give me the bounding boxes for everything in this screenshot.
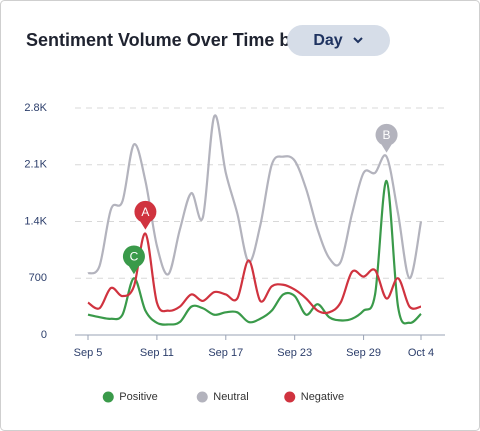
x-tick-label: Sep 11 (140, 347, 174, 359)
series-line (87, 114, 423, 280)
x-tick-label: Sep 23 (277, 347, 312, 359)
chart-title: Sentiment Volume Over Time by (26, 30, 300, 50)
marker-pin (375, 123, 398, 153)
marker-pin (134, 200, 157, 230)
chevron[interactable] (353, 37, 363, 44)
marker-label: A (141, 205, 149, 219)
series-line (87, 179, 422, 326)
y-tick-label: 1.4K (24, 215, 47, 227)
marker-pin (122, 245, 145, 275)
annotation-marker: B (375, 123, 398, 153)
legend-label: Neutral (213, 391, 248, 403)
dropdown-label[interactable]: Day (313, 32, 342, 49)
dropdown-bg[interactable] (287, 25, 390, 56)
legend-swatch (102, 391, 114, 403)
series-line (87, 232, 422, 315)
x-tick-label: Sep 29 (346, 347, 381, 359)
annotation-marker: A (134, 200, 157, 230)
dropdown[interactable]: Day (287, 25, 390, 56)
y-tick-label: 700 (29, 272, 47, 284)
annotation-marker: C (122, 245, 145, 275)
x-tick-label: Sep 5 (74, 347, 103, 359)
legend-swatch (196, 391, 208, 403)
x-tick-label: Sep 17 (208, 347, 243, 359)
x-tick-label: Oct 4 (408, 347, 434, 359)
legend-swatch (284, 391, 296, 403)
marker-label: B (383, 128, 391, 142)
y-tick-label: 0 (41, 329, 47, 341)
marker-label: C (130, 249, 139, 263)
y-tick-label: 2.8K (24, 102, 47, 114)
legend-label: Positive (119, 391, 158, 403)
y-tick-label: 2.1K (24, 159, 47, 171)
legend-label: Negative (301, 391, 344, 403)
